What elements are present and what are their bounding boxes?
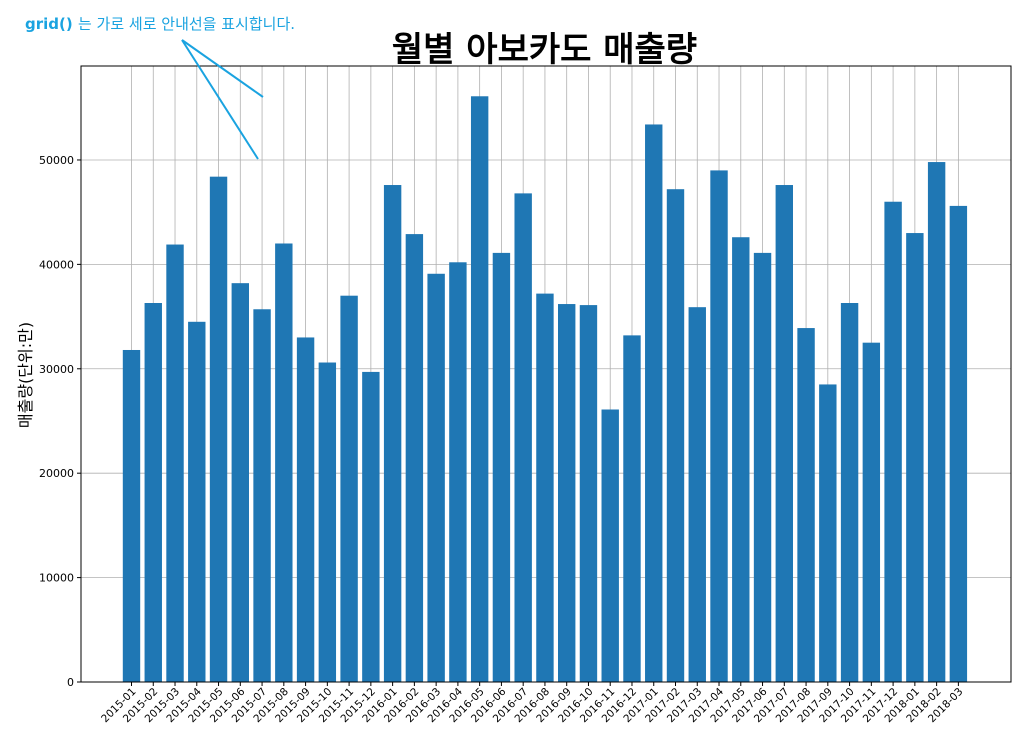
y-tick-label: 30000 bbox=[39, 363, 74, 376]
bar-2017-03 bbox=[688, 307, 706, 682]
grid-annotation: grid() 는 가로 세로 안내선을 표시합니다. bbox=[25, 13, 295, 34]
bar-2016-06 bbox=[492, 252, 511, 683]
bar-2015-11 bbox=[340, 295, 358, 682]
bars bbox=[122, 96, 968, 683]
bar-2017-08 bbox=[797, 328, 815, 682]
x-axis-ticks: 2015-012015-022015-032015-042015-052015-… bbox=[99, 682, 966, 725]
bar-2015-04 bbox=[188, 321, 206, 682]
bar-2016-03 bbox=[427, 273, 445, 682]
bar-2015-05 bbox=[209, 176, 228, 682]
y-tick-label: 0 bbox=[67, 676, 74, 689]
bar-2015-02 bbox=[144, 303, 162, 682]
bar-2015-12 bbox=[362, 371, 380, 682]
bar-2016-08 bbox=[536, 293, 554, 682]
annotation-arrow-2 bbox=[181, 39, 259, 160]
annotation-code: grid() bbox=[25, 15, 73, 33]
bar-2016-09 bbox=[558, 304, 576, 682]
bar-2018-03 bbox=[949, 205, 968, 682]
bar-2015-07 bbox=[253, 309, 271, 682]
bar-2017-10 bbox=[840, 303, 859, 682]
y-axis-label: 매출량(단위:만) bbox=[16, 321, 35, 429]
annotation-text: 는 가로 세로 안내선을 표시합니다. bbox=[77, 15, 296, 33]
bar-2017-11 bbox=[862, 342, 881, 682]
annotation-arrow-1 bbox=[181, 39, 264, 98]
bar-2016-11 bbox=[601, 409, 619, 682]
bar-2016-04 bbox=[449, 262, 467, 682]
bar-2016-10 bbox=[579, 305, 598, 682]
bar-2015-09 bbox=[296, 337, 315, 682]
bar-2015-03 bbox=[166, 244, 184, 683]
bar-2016-05 bbox=[470, 96, 489, 683]
bar-2017-07 bbox=[775, 185, 793, 682]
bar-2017-01 bbox=[645, 124, 663, 683]
chart-title-text: 월별 아보카도 매출량 bbox=[391, 30, 698, 70]
y-tick-label: 10000 bbox=[39, 572, 74, 585]
bar-2017-05 bbox=[732, 237, 750, 682]
bar-2015-08 bbox=[275, 243, 293, 683]
y-tick-label: 20000 bbox=[39, 467, 74, 480]
y-tick-label: 50000 bbox=[39, 154, 74, 167]
bar-2017-12 bbox=[884, 201, 902, 682]
bar-2018-01 bbox=[906, 233, 924, 682]
bar-2015-06 bbox=[231, 283, 249, 682]
annotation-arrows bbox=[181, 39, 264, 160]
bar-2017-02 bbox=[666, 189, 685, 682]
bar-2015-10 bbox=[318, 362, 337, 682]
bar-2017-06 bbox=[753, 252, 772, 683]
bar-2018-02 bbox=[927, 162, 946, 683]
bar-2016-12 bbox=[623, 335, 641, 682]
chart-title: 월별 아보카도 매출량 bbox=[0, 22, 1019, 71]
bar-2016-02 bbox=[405, 234, 424, 682]
bar-2016-01 bbox=[383, 185, 402, 682]
plot-frame bbox=[80, 65, 1012, 683]
bar-2017-04 bbox=[710, 170, 728, 682]
y-axis-ticks: 0 10000 20000 30000 40000 50000 bbox=[39, 154, 81, 689]
bar-2016-07 bbox=[514, 193, 532, 682]
bar-2017-09 bbox=[819, 384, 837, 682]
bar-2015-01 bbox=[122, 349, 141, 682]
y-tick-label: 40000 bbox=[39, 258, 74, 271]
